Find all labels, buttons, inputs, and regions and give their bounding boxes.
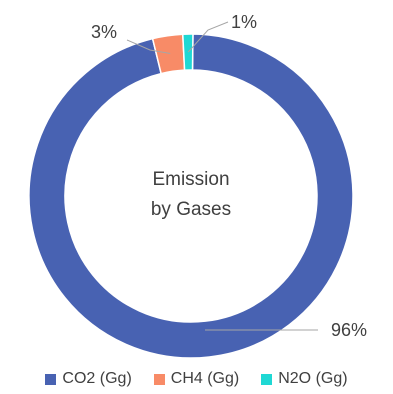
chart-title-line-2: by Gases [151, 199, 231, 220]
legend: CO2 (Gg) CH4 (Gg) N2O (Gg) [0, 370, 393, 388]
legend-swatch-n2o [261, 373, 273, 385]
data-label-co2: 96% [331, 320, 367, 340]
legend-item-ch4: CH4 (Gg) [153, 370, 240, 388]
legend-item-co2: CO2 (Gg) [45, 370, 132, 388]
slice-n2o [181, 33, 194, 71]
slice-co2 [28, 33, 354, 359]
legend-label-co2: CO2 (Gg) [62, 370, 132, 387]
donut-slices [28, 33, 354, 359]
legend-swatch-ch4 [153, 373, 165, 385]
chart-title-line-1: Emission [152, 169, 229, 190]
data-label-ch4: 3% [91, 22, 117, 42]
legend-label-ch4: CH4 (Gg) [170, 370, 240, 387]
legend-swatch-co2 [45, 373, 57, 385]
legend-label-n2o: N2O (Gg) [278, 370, 348, 387]
legend-item-n2o: N2O (Gg) [261, 370, 348, 388]
data-labels: 96% 3% 1% [91, 12, 367, 340]
leader-line-n2o [187, 21, 229, 53]
leader-lines [126, 21, 318, 331]
leader-line-ch4 [126, 39, 171, 55]
data-label-n2o: 1% [231, 12, 257, 32]
